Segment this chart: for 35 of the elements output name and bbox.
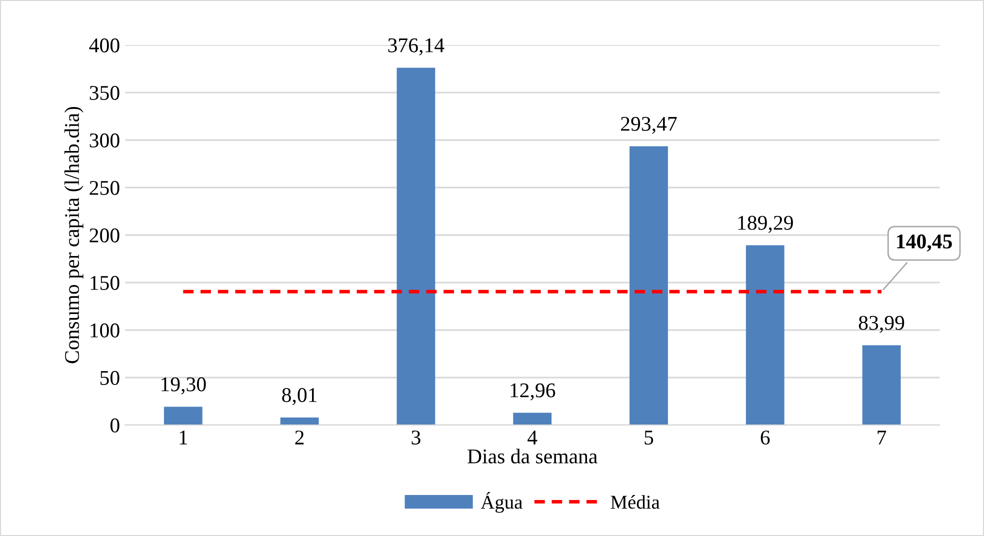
legend-label: Média <box>610 495 660 509</box>
data-label: 189,29 <box>738 216 793 233</box>
bar <box>513 412 552 426</box>
data-label: 83,99 <box>858 316 904 333</box>
data-label: 19,30 <box>162 377 206 394</box>
y-tick-label: 150 <box>90 276 120 290</box>
y-tick-label: 350 <box>90 86 120 100</box>
legend-label: Água <box>480 492 522 513</box>
x-tick-label: 6 <box>760 430 770 445</box>
y-tick-label: 100 <box>90 323 120 338</box>
y-tick-label: 400 <box>89 38 120 52</box>
bar <box>746 245 784 426</box>
x-tick-label: 2 <box>295 430 304 444</box>
x-tick-label: 5 <box>644 430 654 445</box>
y-tick-label: 50 <box>100 370 120 385</box>
bar <box>630 146 668 426</box>
data-label: 8,01 <box>282 388 317 406</box>
bar <box>396 68 436 426</box>
data-label: 376,14 <box>388 38 444 56</box>
bar <box>862 345 901 426</box>
y-tick-label: 300 <box>90 133 120 148</box>
bar <box>280 417 319 426</box>
data-label: 140,45 <box>897 234 952 252</box>
bar <box>164 406 202 426</box>
y-tick-label: 250 <box>90 180 120 195</box>
x-tick-label: 7 <box>878 430 886 444</box>
x-tick-label: 1 <box>180 430 188 444</box>
x-tick-label: 4 <box>528 430 538 444</box>
data-label: 12,96 <box>510 383 556 400</box>
y-tick-label: 200 <box>90 228 120 242</box>
data-label: 293,47 <box>621 116 677 134</box>
y-axis-title: Consumo per capita (l/hab.dia) <box>64 106 84 364</box>
x-axis-title: Dias da semana <box>468 448 598 464</box>
x-tick-label: 3 <box>412 430 420 445</box>
y-tick-label: 0 <box>110 418 120 432</box>
